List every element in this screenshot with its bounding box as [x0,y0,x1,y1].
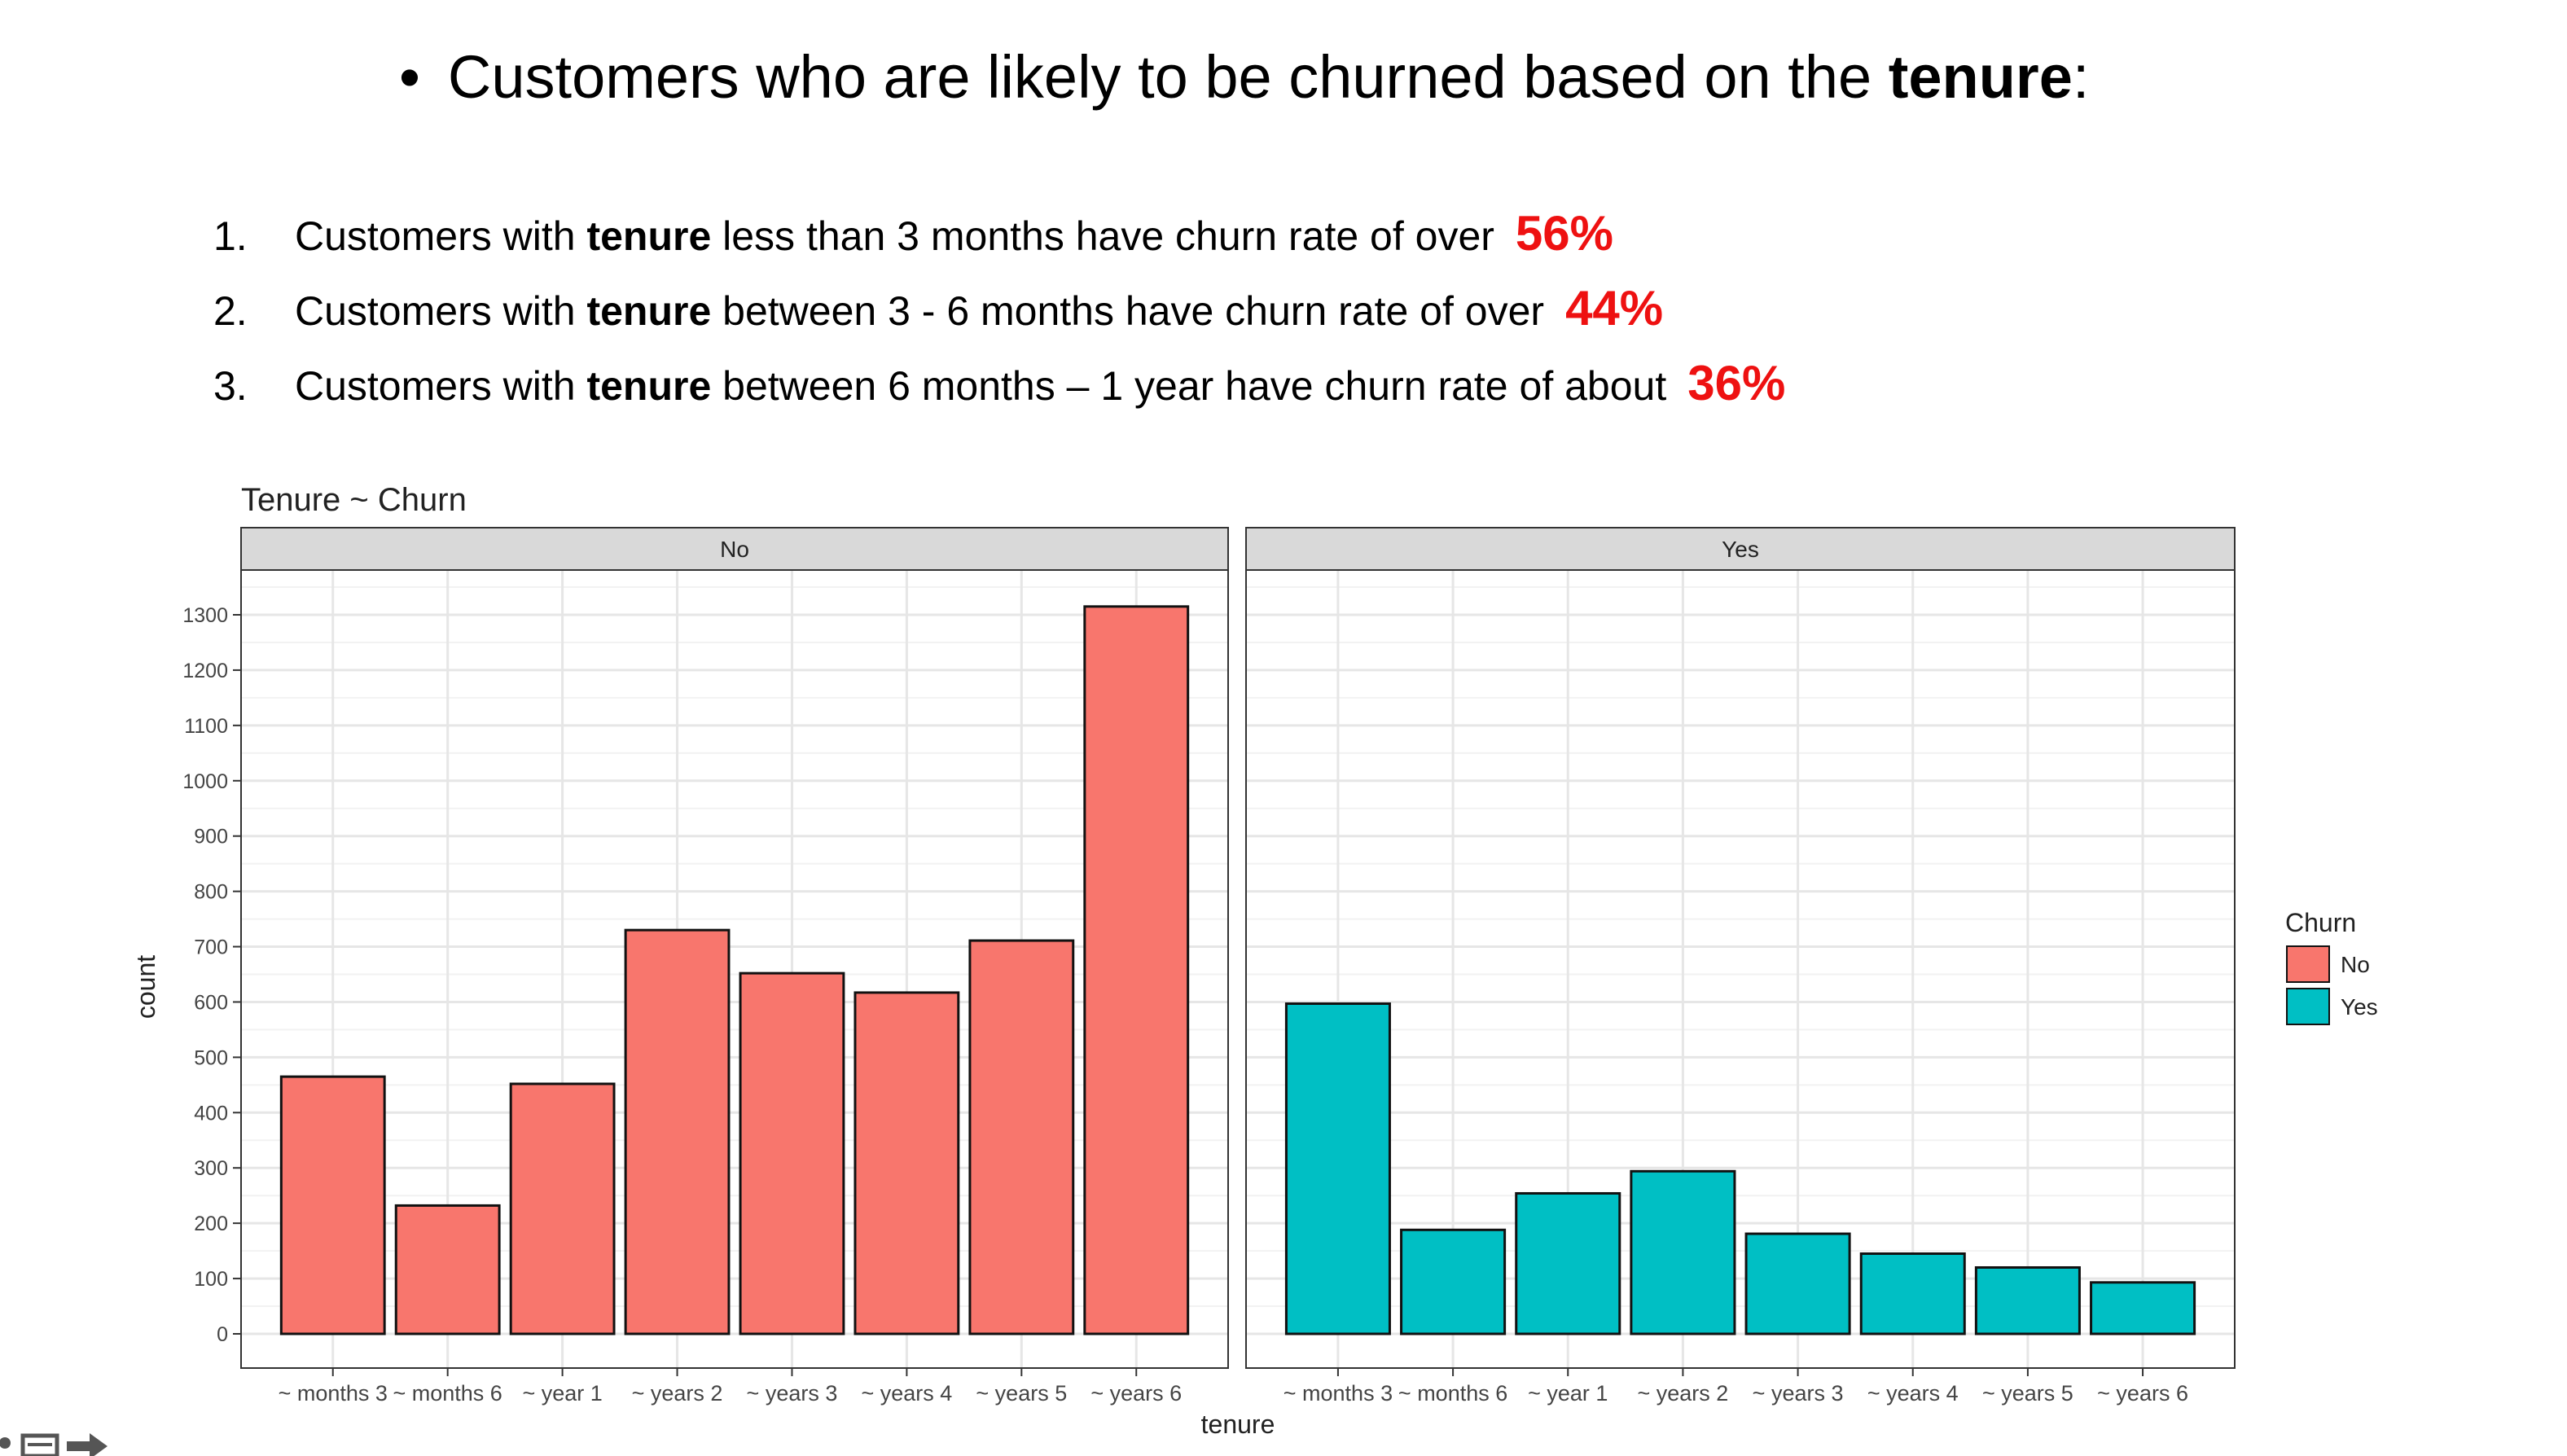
x-tick-label: ~ months 3 [279,1381,388,1406]
y-tick-label: 500 [194,1046,228,1069]
x-tick-label: ~ year 1 [1528,1381,1608,1406]
slide-heading: • Customers who are likely to be churned … [399,42,2089,112]
y-tick-label: 1100 [184,715,228,738]
bar [394,1204,501,1335]
point-bold: tenure [586,213,712,259]
point-text: Customers with [295,213,587,259]
x-tick-label: ~ years 5 [976,1381,1067,1406]
x-tick-label: ~ years 4 [1867,1381,1959,1406]
point-percentage: 56% [1515,206,1613,261]
slide-next-arrow-icon[interactable] [67,1433,108,1456]
x-tick-label: ~ months 6 [1398,1381,1507,1406]
legend-title: Churn [2285,908,2356,937]
facet-panel [1246,570,2235,1368]
point-3: 3. Customers with tenure between 6 months… [213,355,1785,411]
y-tick-label: 200 [194,1213,228,1235]
heading-colon: : [2072,43,2090,111]
x-axis-title: tenure [1201,1410,1275,1439]
x-tick-label: ~ year 1 [522,1381,602,1406]
x-tick-label: ~ years 4 [861,1381,952,1406]
x-tick-label: ~ months 3 [1284,1381,1393,1406]
point-bold: tenure [586,288,712,334]
y-tick-label: 0 [217,1323,228,1346]
bar [853,991,960,1335]
x-tick-label: ~ years 6 [1090,1381,1182,1406]
x-tick-label: ~ years 3 [1753,1381,1844,1406]
point-bold: tenure [586,363,712,409]
point-number: 1. [213,213,248,259]
point-number: 3. [213,363,248,409]
point-number: 2. [213,288,248,334]
legend-swatch [2286,988,2330,1025]
bar [279,1075,386,1335]
bar [739,971,845,1335]
bar [1083,605,1190,1335]
y-tick-label: 400 [194,1102,228,1125]
point-percentage: 36% [1687,356,1786,410]
heading-text: Customers who are likely to be churned b… [447,43,1889,111]
chart-title: Tenure ~ Churn [241,482,467,518]
bar [968,939,1075,1335]
facet-border [1245,569,2236,1369]
slide-nav-icons[interactable] [0,1432,114,1456]
y-tick-label: 1300 [182,604,228,627]
bar [1284,1002,1391,1335]
bar [1515,1191,1621,1335]
y-tick-label: 1200 [182,660,228,682]
x-tick-label: ~ years 2 [632,1381,723,1406]
y-tick-label: 100 [194,1268,228,1291]
y-tick-label: 1000 [182,770,228,793]
bar [509,1082,616,1335]
facet-strip [240,527,1229,571]
slide-notes-icon[interactable] [20,1433,59,1456]
point-text: Customers with [295,288,587,334]
bar [624,928,731,1335]
facet-border [240,569,1229,1369]
point-text-rest: less than 3 months have churn rate of ov… [711,213,1494,259]
legend-label: No [2341,952,2370,977]
facet-panel [241,570,1228,1368]
point-1: 1. Customers with tenure less than 3 mont… [213,205,1613,261]
x-tick-label: ~ months 6 [393,1381,502,1406]
y-tick-label: 900 [194,826,228,849]
heading-bold: tenure [1888,43,2073,111]
x-tick-label: ~ years 3 [747,1381,838,1406]
bar [2090,1281,2196,1335]
legend-label: Yes [2341,994,2378,1020]
bar [1744,1232,1851,1335]
facet-strip [1245,527,2236,571]
bar [1630,1169,1736,1335]
point-text-rest: between 3 - 6 months have churn rate of … [711,288,1545,334]
point-text: Customers with [295,363,587,409]
bar [1859,1252,1966,1335]
heading-bullet: • [399,43,420,111]
y-axis-title: count [131,955,160,1019]
point-text-rest: between 6 months – 1 year have churn rat… [711,363,1667,409]
legend-swatch [2286,945,2330,983]
facet-label: No [720,537,749,562]
y-tick-label: 800 [194,881,228,904]
x-tick-label: ~ years 5 [1982,1381,2073,1406]
point-2: 2. Customers with tenure between 3 - 6 mo… [213,280,1663,336]
y-tick-label: 600 [194,991,228,1014]
slide-nav-partial-icon[interactable] [0,1437,11,1449]
y-tick-label: 700 [194,936,228,959]
x-tick-label: ~ years 6 [2097,1381,2188,1406]
facet-label: Yes [1722,537,1759,562]
bar [1400,1228,1507,1335]
y-tick-label: 300 [194,1157,228,1180]
point-percentage: 44% [1565,281,1664,335]
x-tick-label: ~ years 2 [1638,1381,1729,1406]
bar [1974,1265,2081,1335]
